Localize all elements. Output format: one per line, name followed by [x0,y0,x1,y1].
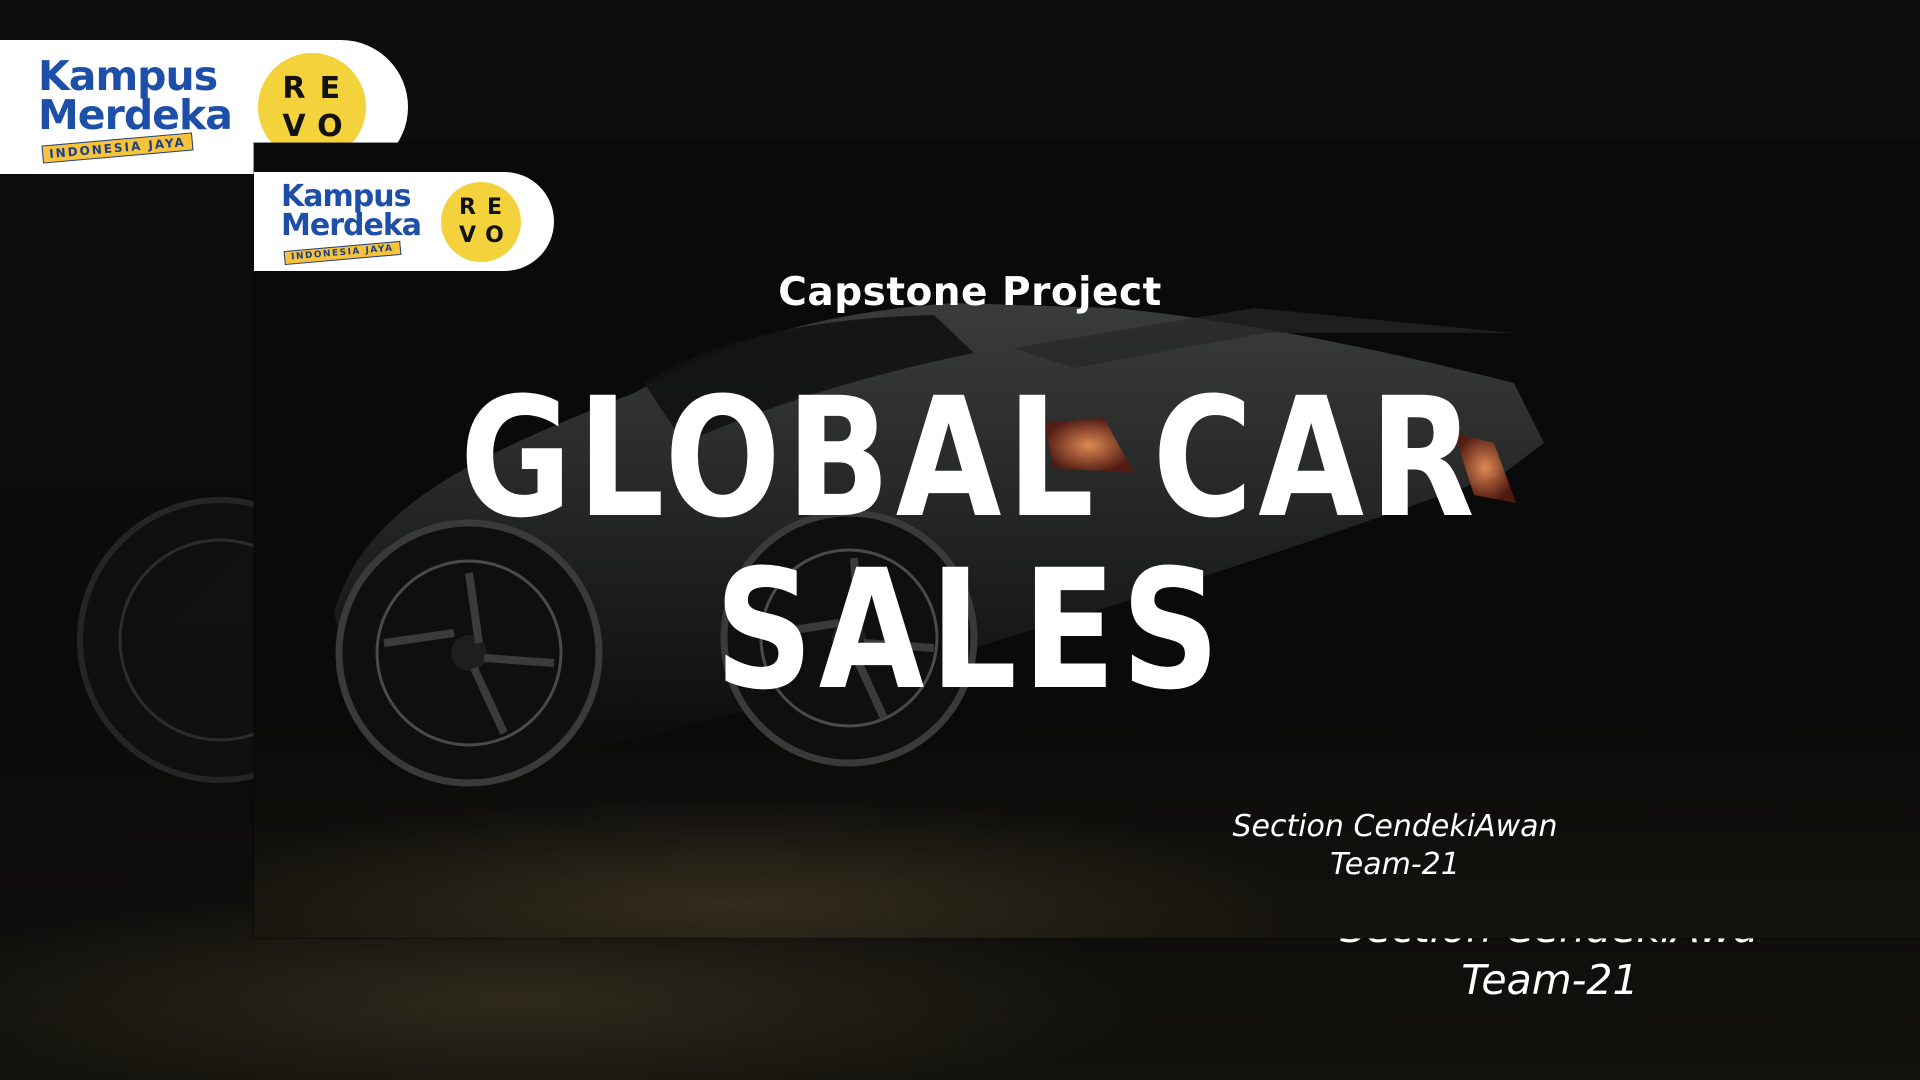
revo-letter-o: O [317,108,343,144]
indonesia-jaya-ribbon-small: INDONESIA JAYA [283,240,402,266]
title-line-2: SALES [714,534,1226,726]
eyebrow-text: Capstone Project [778,270,1162,315]
merdeka-logo-line2-small: Merdeka [281,207,422,243]
revo-letter-r: R [282,70,306,106]
kampus-logo-line1-small: Kampus [281,179,411,214]
revo-letter-o-small: O [485,223,504,248]
revo-letter-v: V [282,108,306,144]
revo-letter-e: E [319,70,341,106]
indonesia-jaya-ribbon: INDONESIA JAYA [41,132,194,164]
logo-badge-back: Kampus Merdeka INDONESIA JAYA R E V O [0,40,408,174]
credit-team-back: Team-21 [1461,956,1639,1004]
credit-front: Section CendekiAwan Team-21 [1230,808,1560,884]
title-line-1: GLOBAL CAR [459,362,1481,554]
car-photo-front [254,143,1920,938]
kampus-merdeka-logo-small: Kampus Merdeka INDONESIA JAYA [281,179,422,266]
revo-letter-e-small: E [487,195,503,220]
merdeka-logo-line2: Merdeka [38,91,233,139]
revo-logo-small: R E V O [441,181,522,262]
kampus-merdeka-logo: Kampus Merdeka INDONESIA JAYA [38,52,233,164]
car-silhouette-front [334,303,1544,787]
credit-section-front: Section CendekiAwan [1232,809,1558,844]
logo-badge-front: Kampus Merdeka INDONESIA JAYA R E V O [254,172,554,271]
slide-title: GLOBAL CAR SALES [78,372,1863,716]
kampus-logo-line1: Kampus [38,52,218,101]
credit-team-front: Team-21 [1330,847,1460,882]
revo-letter-v-small: V [459,223,477,248]
revo-letter-r-small: R [459,195,476,220]
